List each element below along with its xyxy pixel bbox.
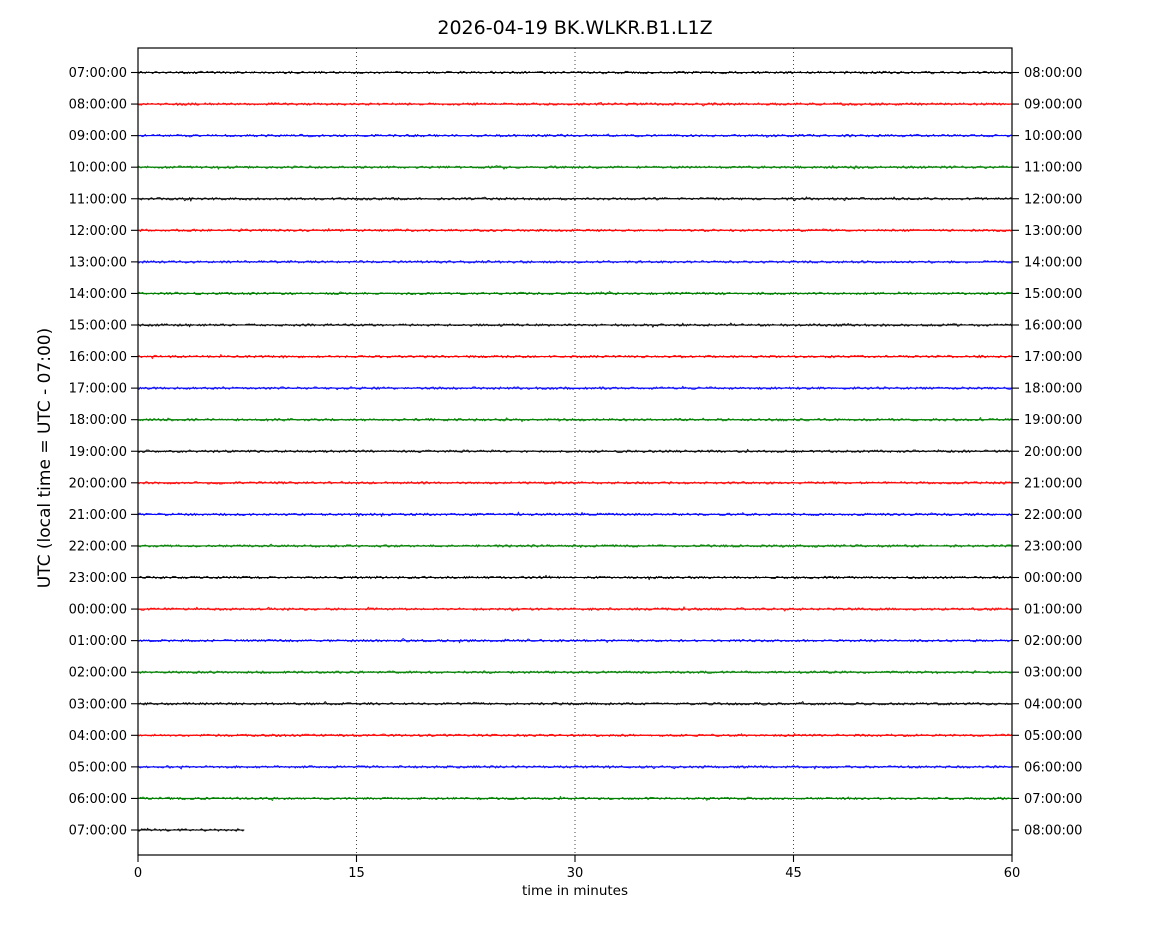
y-tick-label-local: 10:00:00	[1024, 129, 1082, 144]
y-tick-label-local: 21:00:00	[1024, 476, 1082, 491]
seismogram-trace	[137, 827, 244, 832]
y-tick-label-utc: 05:00:00	[69, 760, 127, 775]
y-tick-label-utc: 02:00:00	[69, 666, 127, 681]
y-tick-label-local: 07:00:00	[1024, 792, 1082, 807]
y-tick-label-utc: 11:00:00	[69, 192, 127, 207]
y-tick-label-local: 16:00:00	[1024, 319, 1082, 334]
y-tick-label-local: 01:00:00	[1024, 603, 1082, 618]
y-tick-label-utc: 07:00:00	[69, 66, 127, 81]
y-tick-label-utc: 03:00:00	[69, 697, 127, 712]
y-tick-label-utc: 04:00:00	[69, 729, 127, 744]
y-tick-label-local: 18:00:00	[1024, 382, 1082, 397]
y-tick-label-local: 08:00:00	[1024, 66, 1082, 81]
x-tick-label: 0	[134, 866, 142, 881]
y-tick-label-utc: 21:00:00	[69, 508, 127, 523]
y-tick-label-local: 14:00:00	[1024, 255, 1082, 270]
y-tick-label-local: 19:00:00	[1024, 413, 1082, 428]
y-tick-label-utc: 14:00:00	[69, 287, 127, 302]
seismogram-trace	[137, 416, 1012, 423]
y-tick-label-local: 11:00:00	[1024, 161, 1082, 176]
y-tick-label-utc: 06:00:00	[69, 792, 127, 807]
y-tick-label-local: 04:00:00	[1024, 697, 1082, 712]
y-tick-label-local: 03:00:00	[1024, 666, 1082, 681]
y-tick-label-local: 22:00:00	[1024, 508, 1082, 523]
y-tick-label-local: 12:00:00	[1024, 192, 1082, 207]
y-tick-label-local: 09:00:00	[1024, 98, 1082, 113]
y-tick-label-utc: 16:00:00	[69, 350, 127, 365]
x-tick-label: 45	[785, 866, 802, 881]
y-tick-label-local: 15:00:00	[1024, 287, 1082, 302]
y-tick-label-utc: 19:00:00	[69, 445, 127, 460]
y-axis-label: UTC (local time = UTC - 07:00)	[35, 327, 55, 589]
x-tick-label: 30	[567, 866, 584, 881]
y-tick-label-utc: 12:00:00	[69, 224, 127, 239]
y-tick-label-utc: 07:00:00	[69, 824, 127, 839]
y-tick-label-local: 06:00:00	[1024, 760, 1082, 775]
y-tick-label-local: 08:00:00	[1024, 824, 1082, 839]
y-tick-label-local: 13:00:00	[1024, 224, 1082, 239]
y-tick-label-utc: 08:00:00	[69, 98, 127, 113]
y-tick-label-utc: 01:00:00	[69, 634, 127, 649]
y-tick-label-utc: 09:00:00	[69, 129, 127, 144]
y-tick-label-local: 17:00:00	[1024, 350, 1082, 365]
y-tick-label-utc: 13:00:00	[69, 255, 127, 270]
y-tick-label-local: 20:00:00	[1024, 445, 1082, 460]
y-tick-label-utc: 22:00:00	[69, 539, 127, 554]
y-tick-label-local: 23:00:00	[1024, 539, 1082, 554]
y-tick-label-utc: 10:00:00	[69, 161, 127, 176]
y-tick-label-utc: 00:00:00	[69, 603, 127, 618]
y-tick-label-utc: 23:00:00	[69, 571, 127, 586]
chart-title: 2026-04-19 BK.WLKR.B1.L1Z	[437, 17, 713, 39]
y-tick-label-utc: 15:00:00	[69, 319, 127, 334]
x-axis-label: time in minutes	[521, 883, 629, 899]
y-tick-label-local: 05:00:00	[1024, 729, 1082, 744]
y-tick-label-utc: 18:00:00	[69, 413, 127, 428]
y-tick-label-local: 02:00:00	[1024, 634, 1082, 649]
y-tick-label-utc: 17:00:00	[69, 382, 127, 397]
y-tick-label-local: 00:00:00	[1024, 571, 1082, 586]
x-tick-label: 15	[348, 866, 365, 881]
y-tick-label-utc: 20:00:00	[69, 476, 127, 491]
x-tick-label: 60	[1004, 866, 1021, 881]
